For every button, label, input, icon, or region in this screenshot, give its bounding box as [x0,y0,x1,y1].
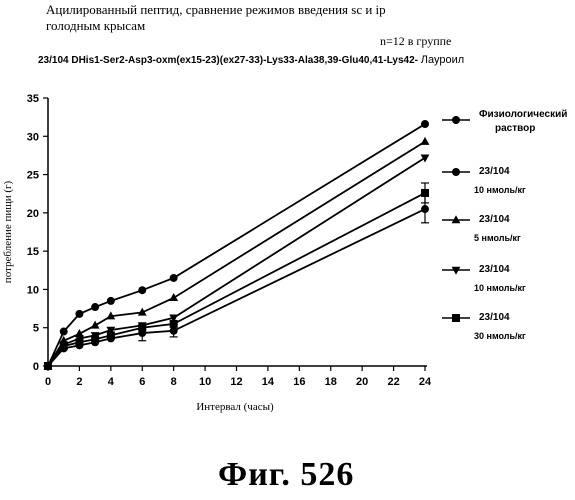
data-point [421,120,429,128]
legend-marker [452,168,460,176]
x-tick-label: 24 [419,376,432,388]
x-tick-label: 16 [293,376,305,388]
data-point [60,342,68,350]
series-line [48,158,425,366]
data-point [421,205,429,213]
y-tick-label: 30 [27,131,39,143]
legend-entry-4: 23/104 10 нмоль/кг [442,264,526,293]
y-axis-title: потребление пищи (г) [2,180,14,283]
x-tick-label: 14 [262,376,275,388]
legend-label: 10 нмоль/кг [474,185,526,195]
data-point [170,327,178,335]
legend-entry-2: 23/104 10 нмоль/кг [442,166,526,195]
x-tick-label: 12 [230,376,242,388]
legend-marker [452,314,460,322]
y-tick-label: 5 [33,323,39,335]
x-tick-label: 10 [199,376,211,388]
x-tick-label: 0 [45,376,51,388]
plot-area [44,120,430,371]
legend-marker [452,116,460,124]
data-point [107,297,115,305]
series-5 [44,183,429,370]
data-point [75,310,83,318]
legend-label: Физиологический [479,109,567,120]
x-tick-label: 6 [139,376,145,388]
y-tick-label: 0 [33,361,39,373]
legend-label: 30 нмоль/кг [474,331,526,341]
data-point [138,286,146,294]
data-point [170,320,178,328]
data-point [107,331,115,339]
x-tick-label: 4 [108,376,115,388]
x-tick-label: 18 [325,376,337,388]
data-point [138,324,146,332]
data-point [75,338,83,346]
data-point [91,335,99,343]
data-point [170,274,178,282]
x-tick-label: 2 [76,376,82,388]
legend-entry-1: Физиологический раствор [442,109,567,134]
figure-caption: Фиг. 526 [218,456,354,494]
data-point [421,137,430,145]
legend-entry-3: 23/104 5 нмоль/кг [442,214,521,243]
legend-label: 23/104 [479,214,510,225]
y-tick-label: 20 [27,208,39,220]
x-axis-title: Интервал (часы) [196,401,274,413]
legend-label: раствор [495,123,535,134]
x-tick-label: 8 [171,376,177,388]
series-3 [44,137,430,369]
data-point [169,293,178,301]
series-line [48,209,425,366]
legend-label: 23/104 [479,312,510,323]
data-point [421,189,429,197]
y-tick-label: 35 [27,93,39,105]
y-tick-label: 10 [27,284,39,296]
data-point [44,362,52,370]
legend-label: 23/104 [479,264,510,275]
legend-label: 5 нмоль/кг [474,233,521,243]
series-line [48,124,425,366]
data-point [421,155,430,163]
legend-label: 23/104 [479,166,510,177]
x-tick-label: 20 [356,376,368,388]
data-point [60,328,68,336]
data-point [91,303,99,311]
y-tick-label: 25 [27,170,39,182]
x-tick-label: 22 [387,376,399,388]
y-tick-label: 15 [27,246,39,258]
legend-label: 10 нмоль/кг [474,283,526,293]
legend-entry-5: 23/104 30 нмоль/кг [442,312,526,341]
legend: Физиологическийраствор23/10410 нмоль/кг2… [442,109,567,341]
